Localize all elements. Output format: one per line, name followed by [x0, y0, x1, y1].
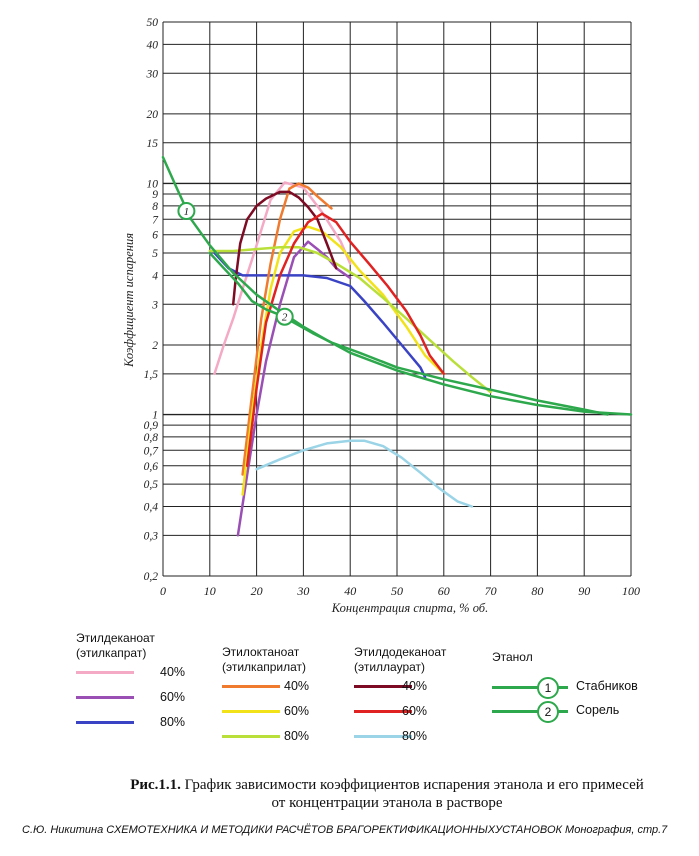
caption-line2: от концентрации этанола в растворе [271, 795, 503, 811]
curve-annotation-label: 1 [184, 206, 190, 218]
y-tick-label: 9 [152, 189, 158, 201]
curve-annotation-circle [275, 307, 294, 326]
series-line [213, 251, 427, 379]
x-axis-title: Концентрация спирта, % об. [331, 601, 488, 615]
x-tick-label: 0 [160, 584, 166, 598]
legend-swatch [222, 710, 280, 713]
curve-annotation-label: 2 [282, 312, 288, 324]
x-tick-label: 60 [438, 584, 450, 598]
legend-item: 40% [354, 679, 484, 704]
legend-group-title: Этилдеканоат (этилкапрат) [76, 631, 155, 660]
series-line [255, 439, 474, 508]
series-line [241, 225, 446, 496]
y-tick-label: 7 [152, 214, 159, 226]
legend-swatch [354, 735, 412, 738]
y-tick-label: 6 [152, 230, 158, 242]
legend-group-title: Этанол [492, 650, 533, 664]
y-tick-label: 0,3 [144, 530, 159, 542]
source-footer: С.Ю. Никитина СХЕМОТЕХНИКА И МЕТОДИКИ РА… [22, 824, 668, 836]
legend-group-title: Этилдодеканоат (этиллаурат) [354, 645, 447, 674]
y-tick-label: 1 [152, 410, 158, 422]
y-tick-label: 20 [147, 109, 159, 121]
legend-item: 80% [76, 715, 206, 740]
legend-swatch [222, 685, 280, 688]
legend-item: 40% [76, 665, 206, 690]
y-tick-label: 2 [152, 340, 158, 352]
legend-group-ethyl-dodecanoate: Этилдодеканоат (этиллаурат) 40% 60% 80% [354, 645, 484, 754]
y-tick-label: 1,5 [144, 369, 159, 381]
legend-item: 60% [222, 704, 352, 729]
legend-group-ethyl-decanoate: Этилдеканоат (этилкапрат) 40% 60% 80% [76, 631, 206, 740]
y-tick-label: 0,5 [144, 479, 159, 491]
legend-item: 80% [222, 729, 352, 754]
legend-item: 60% [76, 690, 206, 715]
x-tick-label: 30 [296, 584, 309, 598]
series-line [213, 181, 352, 376]
legend-swatch [76, 671, 134, 674]
curve-annotation-circle [177, 202, 196, 221]
y-tick-label: 15 [147, 138, 159, 150]
y-tick-label: 0,4 [144, 501, 159, 513]
y-tick-label: 30 [146, 68, 159, 80]
chart: 0,20,30,40,50,60,70,80,911,5234567891015… [122, 17, 640, 615]
legend-group-ethanol: Этанол 1 Стабников 2 Сорель [492, 650, 672, 727]
legend-item: 2 Сорель [492, 701, 672, 727]
x-tick-label: 100 [622, 584, 640, 598]
y-tick-label: 0,2 [144, 571, 159, 583]
legend-item: 1 Стабников [492, 677, 672, 703]
x-tick-label: 70 [485, 584, 497, 598]
x-tick-label: 90 [578, 584, 590, 598]
y-tick-label: 3 [151, 299, 158, 311]
series-line [208, 251, 609, 416]
legend-swatch [354, 710, 412, 713]
caption-prefix: Рис.1.1. [130, 777, 181, 793]
y-tick-label: 0,7 [144, 445, 160, 457]
legend-group-ethyl-octanoate: Этилоктаноат (этилкаприлат) 40% 60% 80% [222, 645, 352, 754]
series-line [241, 182, 333, 476]
legend-swatch [76, 721, 134, 724]
y-tick-label: 8 [152, 201, 158, 213]
series-line [245, 212, 446, 468]
legend-item: 60% [354, 704, 484, 729]
x-tick-label: 10 [204, 584, 216, 598]
legend-item: 40% [222, 679, 352, 704]
x-tick-label: 50 [391, 584, 403, 598]
series-line [208, 245, 492, 394]
legend-item: 80% [354, 729, 484, 754]
legend-swatch [76, 696, 134, 699]
y-tick-label: 10 [147, 178, 159, 190]
curve-number-badge: 1 [537, 677, 559, 699]
legend-swatch [354, 685, 412, 688]
y-tick-label: 50 [147, 17, 159, 29]
figure-caption: Рис.1.1. График зависимости коэффициенто… [102, 776, 672, 812]
x-tick-label: 40 [344, 584, 356, 598]
y-tick-label: 4 [152, 270, 158, 282]
caption-text: График зависимости коэффициентов испарен… [180, 777, 644, 793]
y-tick-label: 0,6 [144, 461, 159, 473]
y-axis-title: Коэффициент испарения [122, 233, 136, 368]
x-tick-label: 20 [251, 584, 263, 598]
x-tick-label: 80 [531, 584, 543, 598]
legend-swatch [492, 686, 568, 689]
y-tick-label: 40 [147, 39, 159, 51]
y-tick-label: 0,9 [144, 420, 159, 432]
legend-swatch [222, 735, 280, 738]
legend-swatch [492, 710, 568, 713]
legend-group-title: Этилоктаноат (этилкаприлат) [222, 645, 307, 674]
y-tick-label: 5 [152, 248, 158, 260]
curve-number-badge: 2 [537, 701, 559, 723]
series-line [231, 190, 338, 306]
y-tick-label: 0,8 [144, 432, 159, 444]
